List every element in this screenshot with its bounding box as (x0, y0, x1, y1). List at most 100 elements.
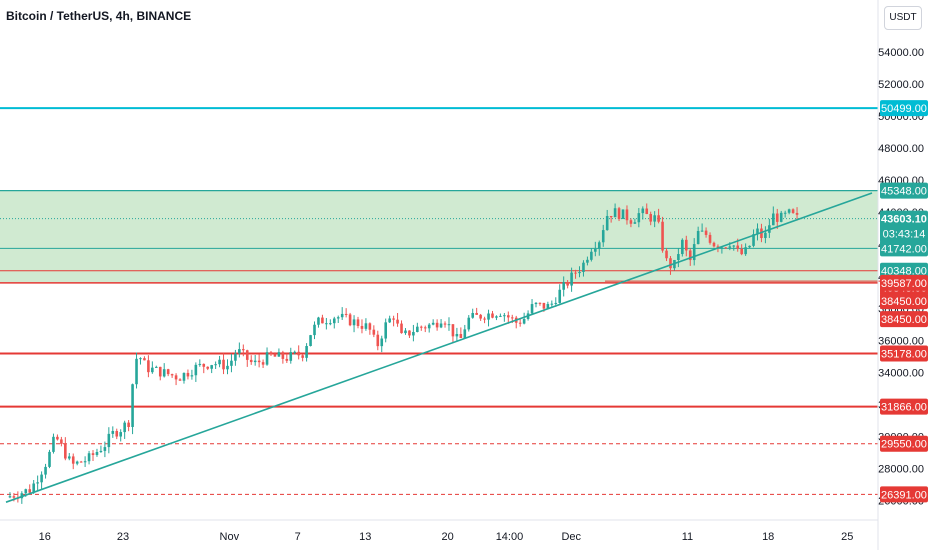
candle-body (724, 247, 728, 249)
candle-body (748, 245, 751, 248)
level-price-badge (880, 262, 928, 279)
candle-body (305, 346, 308, 358)
x-tick-label: 7 (295, 531, 301, 543)
candle-body (388, 318, 391, 323)
current-price-badge (880, 210, 928, 243)
candle-body (412, 331, 415, 336)
candle-body (384, 322, 387, 339)
level-price-label: 29550.00 (881, 439, 927, 451)
level-price-label: 41742.00 (881, 243, 927, 255)
candle-body (313, 324, 316, 336)
candle-body (28, 489, 32, 493)
candle-body (151, 367, 154, 373)
candle-body (491, 313, 494, 318)
candle-body (368, 323, 372, 330)
candle-body (791, 209, 795, 213)
candle-body (574, 272, 577, 274)
candle-body (12, 496, 16, 498)
candle-body (79, 461, 83, 463)
candle-body (408, 330, 411, 336)
candle-body (435, 322, 439, 328)
x-tick-label: 11 (682, 531, 693, 543)
candle-body (419, 326, 423, 328)
candle-body (119, 432, 123, 437)
candle-body (744, 247, 747, 255)
level-price-label: 38450.00 (881, 296, 927, 308)
candle-body (692, 244, 696, 261)
candle-body (206, 366, 210, 369)
candle-body (530, 304, 534, 314)
candle-body (764, 232, 767, 239)
level-price-badge (880, 182, 928, 199)
candle-body (542, 302, 546, 309)
candle-body (158, 366, 162, 377)
level-price-label: 31866.00 (881, 402, 927, 414)
candle-body (40, 474, 43, 483)
level-price-badge (880, 100, 928, 117)
candle-body (617, 208, 621, 219)
candle-body (321, 317, 324, 324)
candle-body (348, 314, 352, 326)
candle-body (99, 450, 103, 452)
trendline[interactable] (5, 192, 873, 503)
candle-body (578, 272, 581, 274)
candle-body (783, 212, 787, 214)
candle-body (728, 246, 732, 248)
candle-body (352, 319, 356, 326)
candle-body (301, 355, 304, 358)
candle-body (293, 351, 297, 353)
candle-body (332, 318, 336, 324)
level-price-badge (880, 486, 928, 503)
candle-body (325, 323, 328, 325)
candle-body (103, 447, 107, 451)
candle-body (115, 430, 119, 437)
candle-body (376, 334, 380, 347)
candle-body (44, 466, 47, 475)
candle-body (688, 250, 692, 261)
candle-body (669, 258, 672, 269)
candle-body (661, 221, 664, 251)
candle-body (732, 245, 736, 247)
candle-body (75, 461, 79, 464)
candle-body (657, 215, 660, 222)
candle-body (170, 374, 174, 376)
candle-body (653, 215, 656, 222)
candle-body (8, 496, 12, 498)
y-tick-label: 48000.00 (878, 143, 924, 155)
candle-body (475, 312, 478, 315)
candle-body (107, 433, 111, 448)
candle-body (756, 228, 759, 235)
candle-body (416, 326, 419, 332)
candle-body (60, 439, 63, 444)
candle-body (297, 351, 300, 356)
candle-body (380, 338, 384, 347)
current-price-value: 43603.10 (881, 214, 927, 226)
level-price-badge (880, 435, 928, 452)
candle-body (329, 323, 332, 325)
level-price-label: 40348.00 (881, 266, 927, 278)
candle-body (621, 209, 625, 219)
candle-body (285, 358, 289, 361)
candle-body (309, 335, 312, 347)
candle-body (273, 354, 277, 357)
candle-body (708, 234, 712, 243)
candle-body (162, 369, 166, 377)
candle-body (546, 304, 550, 309)
candle-body (214, 364, 217, 366)
candle-body (174, 375, 178, 380)
candle-body (123, 422, 126, 433)
y-tick-label: 52000.00 (878, 79, 924, 91)
candle-body (194, 364, 198, 376)
candle-body (597, 242, 601, 249)
candle-body (601, 230, 605, 243)
currency-button[interactable]: USDT (884, 6, 922, 30)
candle-body (24, 489, 28, 494)
demand-zone (0, 190, 878, 283)
candle-body (143, 358, 146, 361)
candle-body (289, 352, 293, 361)
candle-body (210, 365, 213, 369)
candle-body (522, 318, 526, 324)
candle-body (131, 384, 134, 427)
candle-body (202, 363, 206, 367)
